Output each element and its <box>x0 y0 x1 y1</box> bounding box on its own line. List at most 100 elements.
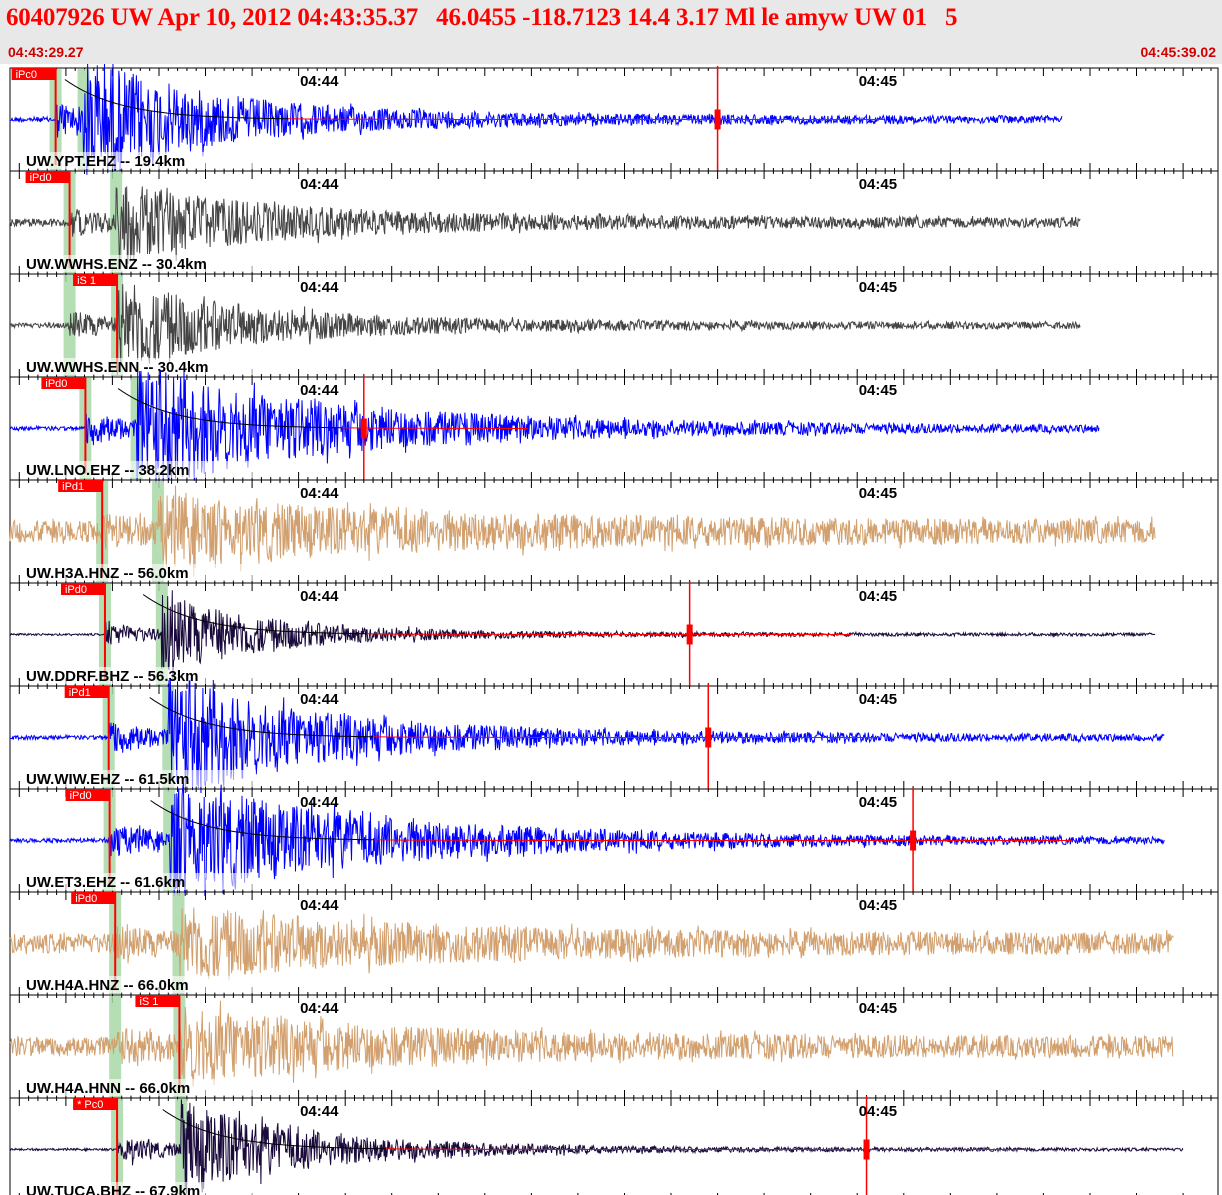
tick-marks <box>9 1098 1212 1195</box>
x-tick-label: 04:45 <box>859 897 897 914</box>
trace-panel: * Pc0 04:44 04:45 UW.TUCA.BHZ -- 67.9km <box>9 1096 1219 1195</box>
station-label-bg <box>24 564 256 581</box>
x-tick-label: 04:44 <box>300 691 339 708</box>
coda-fit-curve <box>150 800 375 841</box>
trace-panel: iPd0 04:44 04:45 UW.DDRF.BHZ -- 56.3km <box>9 581 1219 687</box>
pick-flag <box>71 892 116 904</box>
waveform <box>9 64 1063 175</box>
pick-label: iPd1 <box>69 687 91 699</box>
coda-fit-tail <box>288 118 885 120</box>
trace-panel: iPd1 04:44 04:45 UW.H3A.HNZ -- 56.0km <box>9 479 1219 584</box>
tick-marks <box>9 274 1212 377</box>
trace-panel: iPc0 04:44 04:45 UW.YPT.EHZ -- 19.4km <box>9 64 1219 175</box>
station-label: UW.H4A.HNN -- 66.0km <box>26 1080 190 1097</box>
station-label-bg <box>24 770 256 787</box>
trace-panel: iPd0 04:44 04:45 UW.H4A.HNZ -- 66.0km <box>9 891 1219 996</box>
waveform <box>9 485 1156 577</box>
x-tick-label: 04:45 <box>859 1103 897 1120</box>
x-tick-label: 04:45 <box>859 1000 897 1017</box>
x-tick-label: 04:45 <box>859 382 897 399</box>
pick-flag <box>65 789 110 801</box>
x-tick-label: 04:44 <box>300 73 339 90</box>
x-tick-label: 04:44 <box>300 588 339 605</box>
pick-label: iPc0 <box>16 69 37 81</box>
coda-fit-tail <box>373 736 876 738</box>
trace-panel: iS 1 04:44 04:45 UW.WWHS.ENN -- 30.4km <box>9 273 1219 378</box>
trace-panel: iPd0 04:44 04:45 UW.LNO.EHZ -- 38.2km <box>9 370 1219 485</box>
coda-fit-tail <box>373 839 1073 841</box>
coda-fit-tail <box>366 633 851 635</box>
station-label: UW.H3A.HNZ -- 56.0km <box>26 565 189 582</box>
x-tick-label: 04:45 <box>859 794 897 811</box>
end-time-label: 04:45:39.02 <box>1140 44 1216 60</box>
tick-marks <box>9 892 1212 995</box>
station-label: UW.ET3.EHZ -- 61.6km <box>26 874 185 891</box>
coda-fit-curve <box>64 79 289 120</box>
coda-fit-curve <box>117 388 342 429</box>
x-tick-label: 04:45 <box>859 176 897 193</box>
tick-marks <box>9 68 1212 171</box>
waveform <box>9 370 1100 485</box>
x-tick-label: 04:44 <box>300 897 339 914</box>
station-label-bg <box>24 873 256 890</box>
waveform <box>9 186 1081 270</box>
station-label-bg <box>24 976 256 993</box>
pick-flag <box>60 583 105 595</box>
pick-flag <box>11 68 56 80</box>
station-label-bg <box>24 461 256 478</box>
x-tick-label: 04:44 <box>300 485 339 502</box>
tick-marks <box>9 480 1212 583</box>
pick-label: iPd0 <box>45 378 67 390</box>
station-label-bg <box>24 152 256 169</box>
station-label: UW.TUCA.BHZ -- 67.9km <box>26 1183 200 1195</box>
amplitude-marker-box <box>910 830 917 851</box>
x-tick-label: 04:45 <box>859 588 897 605</box>
pick-label: iPd0 <box>75 893 97 905</box>
pick-label: iS 1 <box>139 996 158 1008</box>
waveform <box>9 907 1174 981</box>
amplitude-marker-box <box>686 624 693 645</box>
x-tick-label: 04:44 <box>300 382 339 399</box>
pick-label: iPd1 <box>62 481 84 493</box>
pick-flag <box>73 274 118 286</box>
x-tick-label: 04:44 <box>300 279 339 296</box>
pick-label: * Pc0 <box>77 1099 103 1111</box>
coda-fit-curve <box>142 594 367 635</box>
pick-flag <box>64 686 109 698</box>
pick-flag <box>58 480 103 492</box>
start-time-label: 04:43:29.27 <box>8 44 84 60</box>
station-label-bg <box>24 667 256 684</box>
x-tick-label: 04:44 <box>300 176 339 193</box>
amplitude-marker-box <box>360 418 367 439</box>
x-tick-label: 04:45 <box>859 691 897 708</box>
station-label-bg <box>24 358 256 375</box>
event-header: 60407926 UW Apr 10, 2012 04:43:35.37 46.… <box>0 0 1222 64</box>
trace-panel: iPd0 04:44 04:45 UW.ET3.EHZ -- 61.6km <box>9 783 1219 897</box>
tick-marks <box>9 583 1212 686</box>
pick-flag <box>41 377 86 389</box>
tick-marks <box>9 171 1212 274</box>
waveform <box>9 783 1165 897</box>
waveform <box>9 1000 1174 1091</box>
pick-label: iPd0 <box>30 172 52 184</box>
pick-flag <box>135 995 180 1007</box>
station-label: UW.DDRF.BHZ -- 56.3km <box>26 668 199 685</box>
amplitude-marker-box <box>714 109 721 130</box>
x-tick-label: 04:45 <box>859 73 897 90</box>
pick-flag <box>73 1098 118 1110</box>
amplitude-marker-box <box>863 1139 870 1160</box>
pick-flag <box>25 171 70 183</box>
coda-fit-curve <box>149 697 374 738</box>
station-label-bg <box>24 255 256 272</box>
station-label-bg <box>24 1182 256 1195</box>
station-label: UW.WWHS.ENZ -- 30.4km <box>26 256 207 273</box>
station-label: UW.WWHS.ENN -- 30.4km <box>26 359 209 376</box>
waveform <box>9 1099 1184 1194</box>
station-label: UW.WIW.EHZ -- 61.5km <box>26 771 189 788</box>
coda-fit-curve <box>162 1109 387 1150</box>
x-tick-label: 04:45 <box>859 279 897 296</box>
panel-frame <box>9 1097 1219 1195</box>
x-tick-label: 04:44 <box>300 1000 339 1017</box>
waveform <box>9 679 1165 794</box>
x-tick-label: 04:45 <box>859 485 897 502</box>
